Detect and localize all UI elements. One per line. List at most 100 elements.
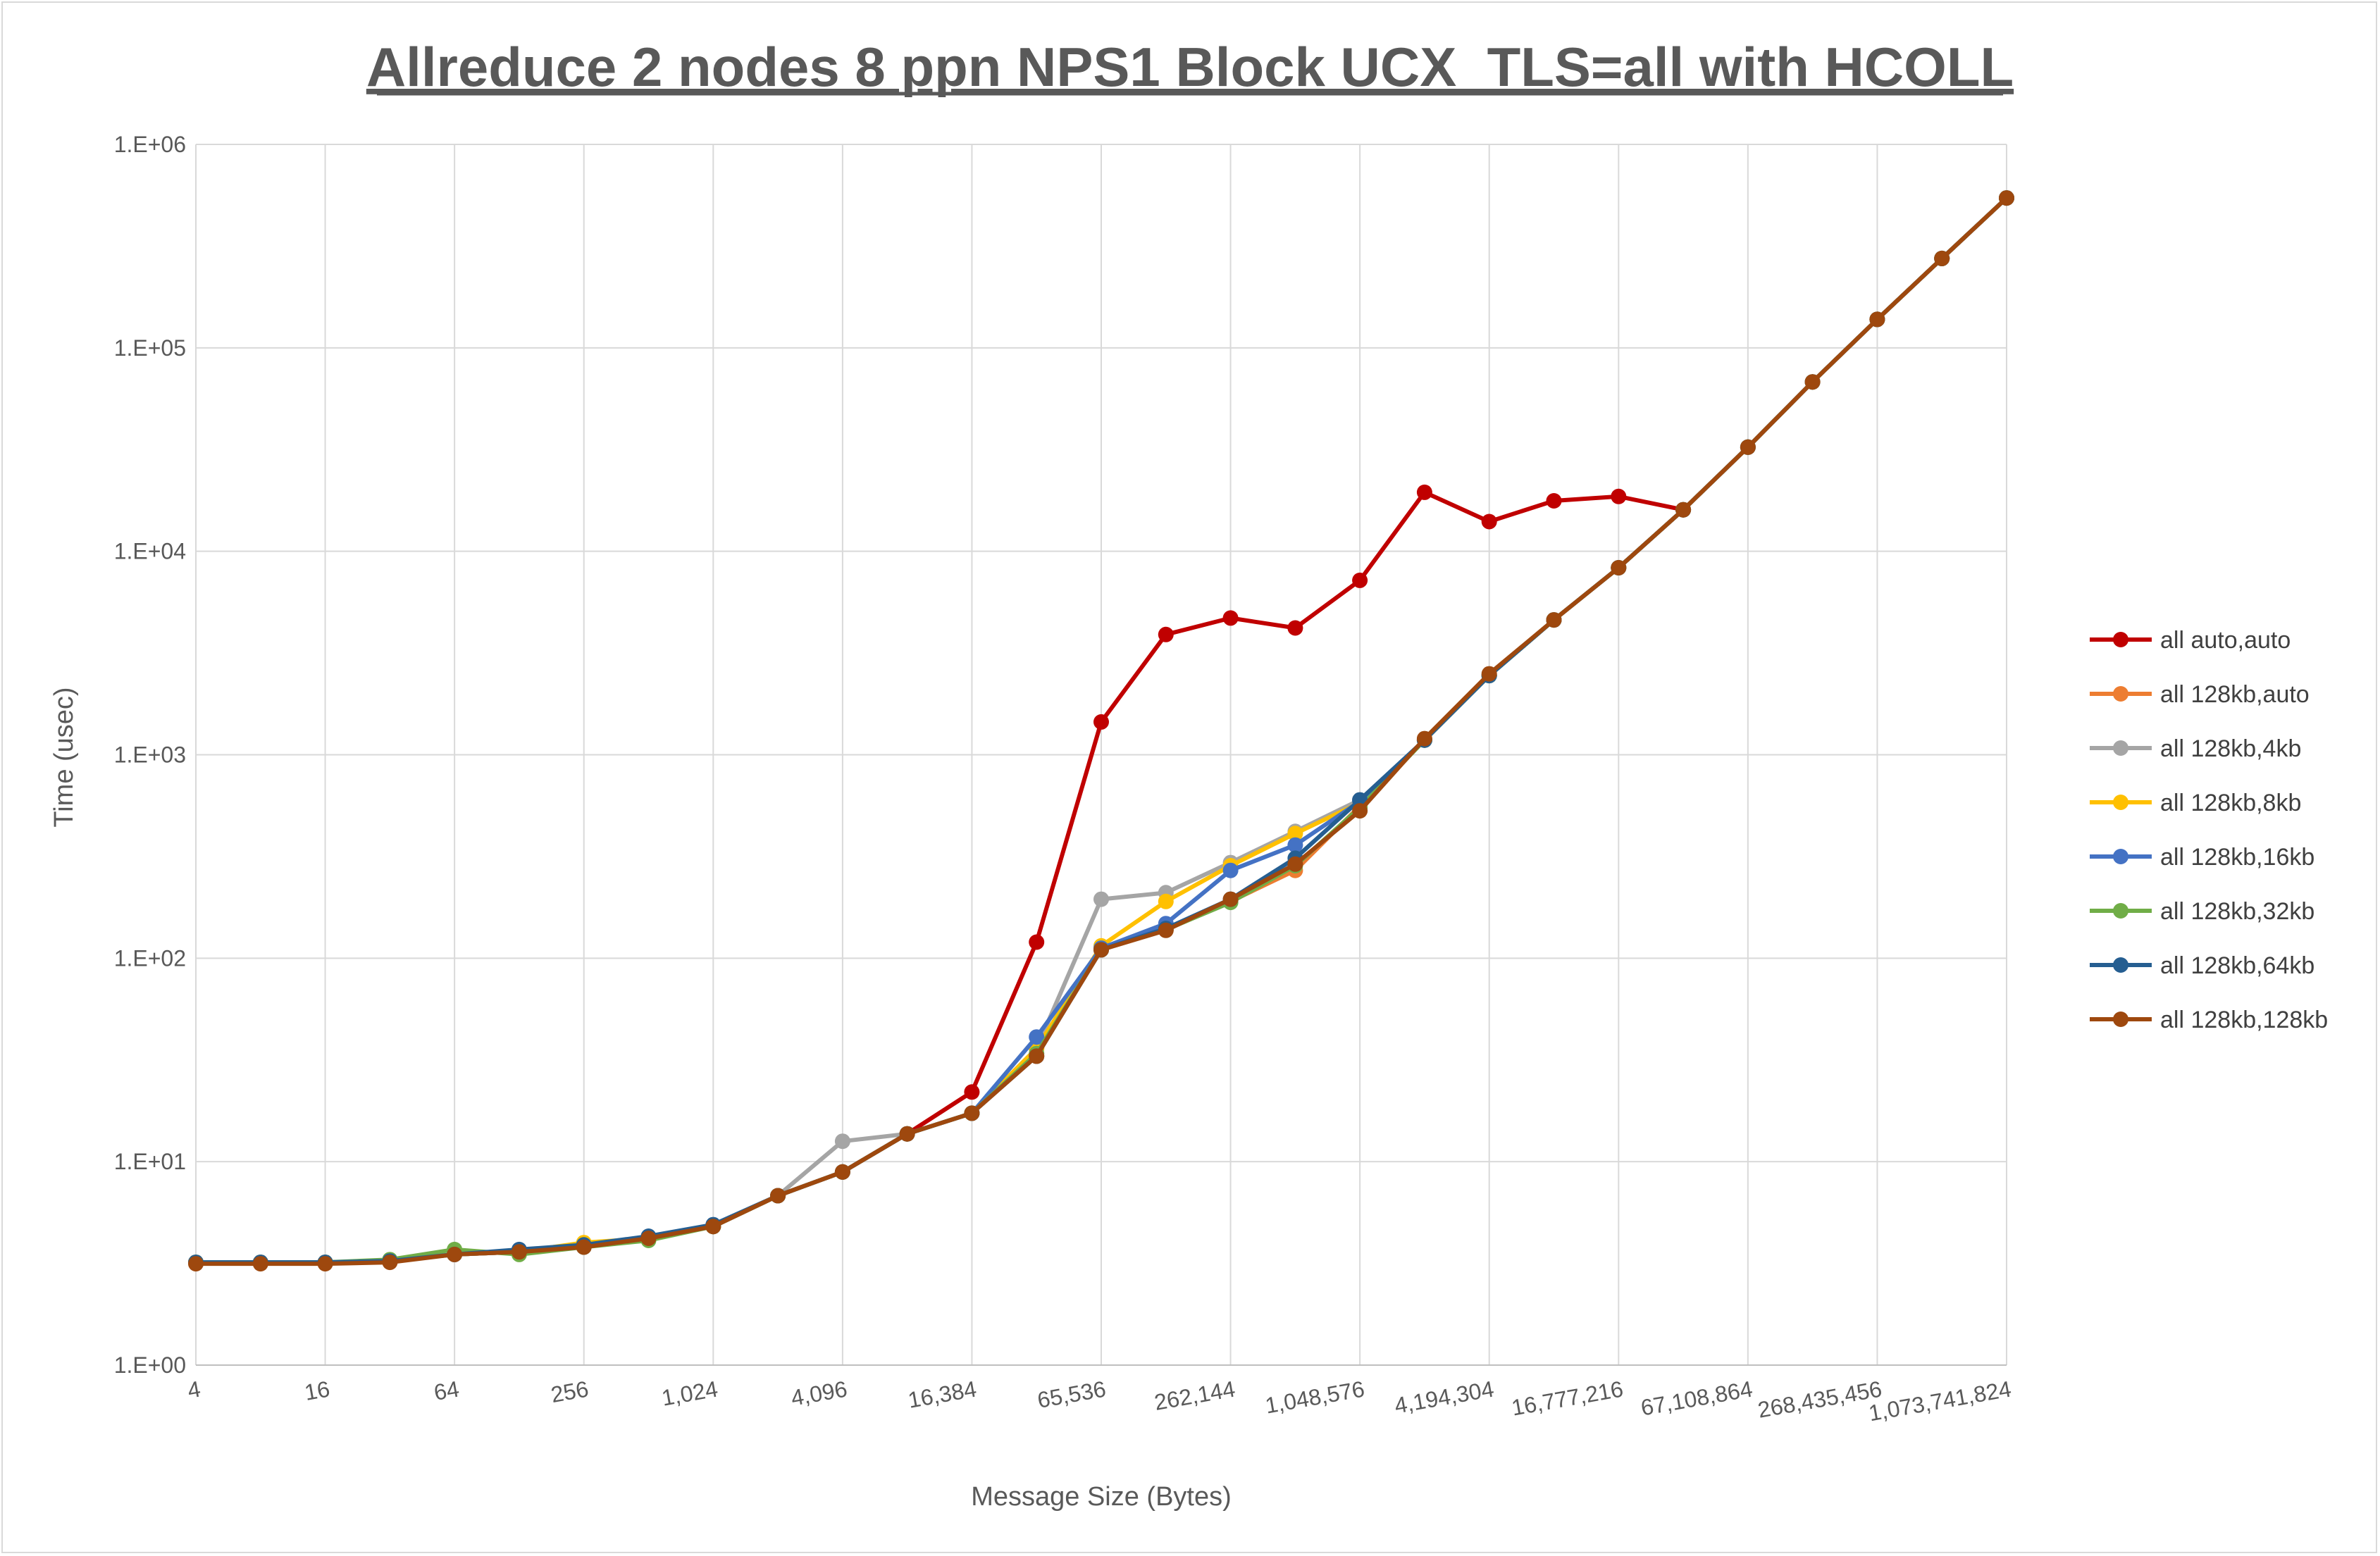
- data-point: [1029, 934, 1045, 950]
- x-tick-label: 1,048,576: [1263, 1376, 1366, 1418]
- legend-label: all 128kb,32kb: [2160, 898, 2314, 925]
- legend-label: all 128kb,64kb: [2160, 952, 2314, 979]
- data-point: [1481, 666, 1497, 682]
- data-point: [640, 1231, 657, 1246]
- x-axis-title: Message Size (Bytes): [971, 1482, 1232, 1512]
- series-layer: [188, 190, 2014, 1272]
- data-point: [1029, 1029, 1045, 1045]
- y-tick-label: 1.E+02: [114, 945, 186, 971]
- legend-label: all 128kb,128kb: [2160, 1007, 2328, 1033]
- y-tick-label: 1.E+00: [114, 1352, 186, 1378]
- data-point: [1804, 374, 1821, 390]
- data-point: [1158, 922, 1174, 938]
- data-point: [1416, 730, 1432, 747]
- legend-swatch-marker: [2113, 795, 2128, 810]
- x-tick-label: 4,096: [789, 1376, 849, 1410]
- chart-title: Allreduce 2 nodes 8 ppn NPS1 Block UCX_T…: [366, 36, 2014, 98]
- data-point: [1999, 190, 2014, 206]
- legend-label: all 128kb,4kb: [2160, 735, 2301, 762]
- legend-item: all 128kb,8kb: [2090, 790, 2301, 816]
- legend-item: all 128kb,4kb: [2090, 735, 2301, 762]
- data-point: [1222, 891, 1239, 907]
- series-line: [196, 490, 1684, 1265]
- data-point: [1093, 891, 1109, 907]
- legend-swatch-marker: [2113, 849, 2128, 864]
- legend-item: all 128kb,auto: [2090, 681, 2310, 708]
- data-point: [1158, 893, 1174, 909]
- legend-swatch-marker: [2113, 1012, 2128, 1027]
- x-tick-label: 256: [549, 1376, 590, 1407]
- data-point: [1481, 514, 1497, 530]
- data-point: [705, 1219, 721, 1235]
- series-all-auto-auto: [188, 484, 1692, 1271]
- legend-item: all 128kb,32kb: [2090, 898, 2314, 925]
- x-tick-label: 16: [302, 1376, 331, 1405]
- data-point: [576, 1239, 592, 1255]
- data-point: [1222, 862, 1239, 878]
- legend-swatch-marker: [2113, 632, 2128, 647]
- data-point: [447, 1246, 463, 1262]
- data-point: [1093, 714, 1109, 730]
- legend-item: all 128kb,64kb: [2090, 952, 2314, 979]
- data-point: [1352, 803, 1368, 819]
- data-point: [1287, 856, 1303, 872]
- x-tick-label: 65,536: [1036, 1376, 1108, 1412]
- y-axis-title: Time (usec): [49, 687, 79, 827]
- data-point: [188, 1256, 204, 1272]
- data-point: [1222, 610, 1239, 626]
- data-point: [1611, 560, 1627, 575]
- x-tick-label: 4: [185, 1376, 202, 1403]
- y-tick-label: 1.E+06: [114, 132, 186, 157]
- legend-item: all 128kb,16kb: [2090, 844, 2314, 871]
- legend-item: all 128kb,128kb: [2090, 1007, 2328, 1033]
- data-point: [1287, 837, 1303, 853]
- data-point: [1416, 484, 1432, 500]
- data-point: [1675, 502, 1692, 518]
- data-point: [252, 1256, 268, 1272]
- legend-label: all auto,auto: [2160, 627, 2291, 654]
- x-tick-label: 16,777,216: [1510, 1376, 1625, 1420]
- y-tick-label: 1.E+04: [114, 539, 186, 564]
- data-point: [1158, 626, 1174, 642]
- data-point: [1287, 826, 1303, 842]
- legend-swatch-marker: [2113, 957, 2128, 973]
- data-point: [382, 1255, 398, 1271]
- x-tick-label: 4,194,304: [1392, 1376, 1495, 1418]
- x-tick-label: 67,108,864: [1639, 1376, 1754, 1420]
- legend-label: all 128kb,16kb: [2160, 844, 2314, 871]
- data-point: [834, 1133, 850, 1150]
- data-point: [899, 1126, 915, 1142]
- data-point: [1934, 250, 1950, 266]
- data-point: [1869, 311, 1885, 328]
- y-tick-label: 1.E+03: [114, 742, 186, 768]
- axis-layer: 1.E+00 1.E+01 1.E+02 1.E+03 1.E+04 1.E+05 1.E+…: [114, 132, 2014, 1426]
- data-point: [1352, 572, 1368, 588]
- legend-label: all 128kb,auto: [2160, 681, 2310, 708]
- legend-swatch-marker: [2113, 903, 2128, 919]
- legend-swatch-marker: [2113, 740, 2128, 756]
- y-tick-label: 1.E+05: [114, 335, 186, 361]
- legend: all auto,auto all 128kb,auto all 128kb,4kb…: [2090, 627, 2328, 1033]
- x-tick-label: 262,144: [1153, 1376, 1237, 1415]
- grid-layer: [195, 144, 2007, 1366]
- x-tick-label: 64: [432, 1376, 461, 1405]
- data-point: [1093, 942, 1109, 958]
- x-tick-label: 1,024: [659, 1376, 719, 1410]
- data-point: [964, 1084, 980, 1100]
- data-point: [1029, 1048, 1045, 1064]
- data-point: [1611, 488, 1627, 504]
- data-point: [770, 1188, 786, 1204]
- data-point: [1287, 620, 1303, 636]
- legend-item: all auto,auto: [2090, 627, 2291, 654]
- x-tick-label: 268,435,456: [1756, 1376, 1884, 1422]
- data-point: [834, 1164, 850, 1180]
- series-all-128kb-128kb: [188, 190, 2014, 1272]
- data-point: [1546, 612, 1562, 628]
- legend-label: all 128kb,8kb: [2160, 790, 2301, 816]
- data-point: [1740, 439, 1756, 455]
- data-point: [511, 1244, 527, 1260]
- data-point: [964, 1105, 980, 1121]
- legend-swatch-marker: [2113, 686, 2128, 702]
